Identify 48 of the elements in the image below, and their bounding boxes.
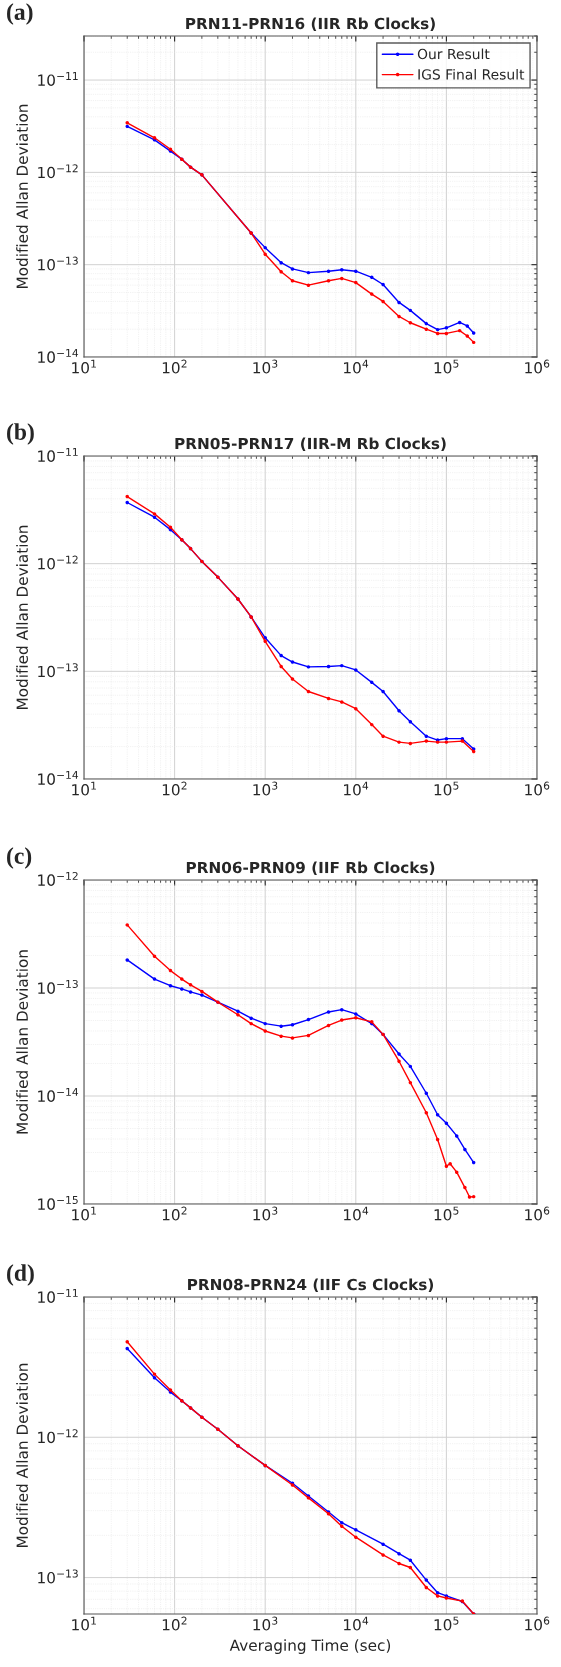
y-tick-label: 10$^{−13}$ xyxy=(38,256,78,271)
chart-title: PRN06-PRN09 (IIF Rb Clocks) xyxy=(186,861,435,876)
legend-label: Our Result xyxy=(417,48,490,60)
x-tick-label: 10$^{5}$ xyxy=(434,359,459,374)
x-tick-label: 10$^{3}$ xyxy=(253,359,278,374)
y-tick-label: 10$^{−13}$ xyxy=(38,1569,78,1584)
x-tick-label: 10$^{2}$ xyxy=(162,359,187,374)
y-tick-label: 10$^{−12}$ xyxy=(38,1429,78,1444)
x-tick-label: 10$^{2}$ xyxy=(162,1206,187,1221)
x-tick-label: 10$^{5}$ xyxy=(434,1206,459,1221)
x-tick-label: 10$^{1}$ xyxy=(72,1616,96,1631)
text: (a) xyxy=(7,3,33,25)
x-tick-label: 10$^{6}$ xyxy=(525,359,550,374)
x-tick-label: 10$^{4}$ xyxy=(344,359,369,374)
y-axis-title: Modified Allan Deviation xyxy=(16,525,28,709)
y-tick-label: 10$^{−11}$ xyxy=(38,72,78,86)
x-tick-label: 10$^{2}$ xyxy=(162,1616,187,1631)
text: (c) xyxy=(7,847,32,869)
y-axis-title: Modified Allan Deviation xyxy=(16,1363,28,1547)
y-tick-label: 10$^{−11}$ xyxy=(38,1289,78,1303)
x-tick-label: 10$^{6}$ xyxy=(525,1616,550,1631)
x-tick-label: 10$^{4}$ xyxy=(344,1206,369,1221)
y-axis-title: Modified Allan Deviation xyxy=(16,950,28,1134)
x-tick-label: 10$^{3}$ xyxy=(253,781,278,796)
y-tick-label: 10$^{−12}$ xyxy=(38,164,78,179)
x-tick-label: 10$^{5}$ xyxy=(434,781,459,796)
x-tick-label: 10$^{2}$ xyxy=(162,781,187,796)
text: (d) xyxy=(7,1264,34,1286)
y-tick-label: 10$^{−12}$ xyxy=(38,555,78,570)
y-tick-label: 10$^{−12}$ xyxy=(38,871,78,886)
y-tick-label: 10$^{−13}$ xyxy=(38,979,78,994)
x-tick-label: 10$^{4}$ xyxy=(344,1616,369,1631)
chart-title: PRN11-PRN16 (IIR Rb Clocks) xyxy=(186,17,435,32)
x-tick-label: 10$^{3}$ xyxy=(253,1206,278,1221)
x-axis-title: Averaging Time (sec) xyxy=(229,1639,391,1654)
chart-title: PRN08-PRN24 (IIF Cs Clocks) xyxy=(188,1278,434,1293)
y-axis-title: Modified Allan Deviation xyxy=(16,104,28,288)
text: (b) xyxy=(7,423,34,445)
chart-title: PRN05-PRN17 (IIR-M Rb Clocks) xyxy=(175,437,446,452)
x-tick-label: 10$^{3}$ xyxy=(253,1616,278,1631)
y-tick-label: 10$^{−11}$ xyxy=(38,448,78,462)
x-tick-label: 10$^{5}$ xyxy=(434,1616,459,1631)
x-tick-label: 10$^{6}$ xyxy=(525,781,550,796)
x-tick-label: 10$^{4}$ xyxy=(344,781,369,796)
y-tick-label: 10$^{−14}$ xyxy=(38,1088,79,1102)
legend-label: IGS Final Result xyxy=(418,68,525,80)
y-tick-label: 10$^{−13}$ xyxy=(38,663,78,678)
x-tick-label: 10$^{6}$ xyxy=(525,1206,550,1221)
